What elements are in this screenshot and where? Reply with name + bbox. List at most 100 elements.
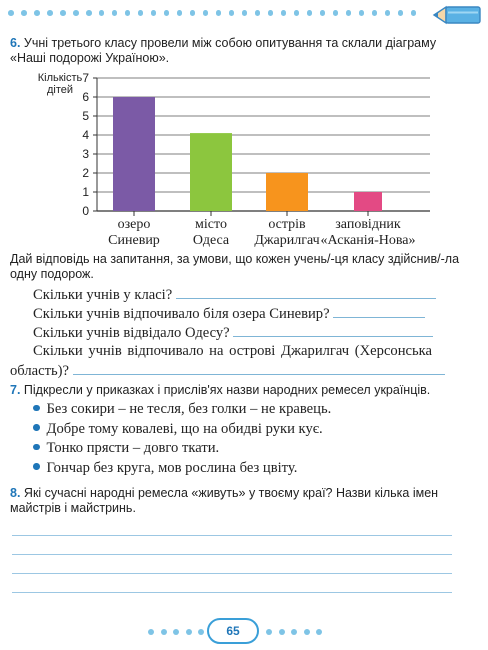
decor-dot xyxy=(202,10,209,16)
decor-dot xyxy=(189,10,196,16)
question-3-text: Скільки учнів відвідало Одесу? xyxy=(33,325,230,341)
decor-dot xyxy=(185,629,192,635)
task-7-text: Підкресли у приказках і прислів'ях назви… xyxy=(23,383,431,397)
question-4-continued: область)? xyxy=(10,362,445,380)
decor-dot xyxy=(303,629,310,635)
answer-blank-1[interactable] xyxy=(175,286,436,299)
decor-dot xyxy=(358,10,365,16)
writing-line[interactable] xyxy=(12,554,452,555)
decor-dot xyxy=(33,10,40,16)
decor-dot xyxy=(332,10,339,16)
page-number: 65 xyxy=(207,618,259,644)
bullet-icon xyxy=(33,443,40,450)
proverb-text: Без сокири – не тесля, без голки – не кр… xyxy=(46,401,332,417)
decor-dot xyxy=(345,10,352,16)
y-tick-label: 0 xyxy=(82,204,89,218)
task-6-instruction: Дай відповідь на запитання, за умови, що… xyxy=(10,252,480,282)
task-6-text-line1: Учні третього класу провели між собою оп… xyxy=(23,36,437,50)
decor-dot xyxy=(137,10,144,16)
pencil-icon xyxy=(432,5,481,25)
x-category-label-line2: Джарилгач xyxy=(254,233,319,248)
question-1: Скільки учнів у класі? xyxy=(33,286,436,304)
page-number-text: 65 xyxy=(226,624,240,638)
x-category-label-line1: острів xyxy=(268,217,306,232)
x-category-label-line1: озеро xyxy=(118,217,151,232)
decor-dot xyxy=(163,10,170,16)
task-number: 8. xyxy=(10,486,21,500)
question-3: Скільки учнів відвідало Одесу? xyxy=(33,324,434,342)
decor-dot xyxy=(148,629,154,635)
bullet-icon xyxy=(33,463,40,470)
decor-dot xyxy=(371,10,378,16)
decor-dot xyxy=(267,10,274,16)
task-8-text-line1: Які сучасні народні ремесла «живуть» у т… xyxy=(23,486,439,500)
writing-line[interactable] xyxy=(12,535,452,536)
proverb-text: Добре тому ковалеві, що на обидві руки к… xyxy=(46,420,323,437)
decor-dot xyxy=(85,10,92,16)
writing-line[interactable] xyxy=(12,573,452,574)
decor-dot xyxy=(20,10,27,16)
x-category-label-line1: заповідник xyxy=(335,217,401,232)
bar-chart: Кількість дітей 0 1 2 3 4 5 6 7 озеро Синевир міс… xyxy=(0,65,488,255)
proverb-item[interactable]: Добре тому ковалеві, що на обидві руки к… xyxy=(33,421,331,441)
decor-dot xyxy=(241,10,248,16)
task-6-prompt: 6. Учні третього класу провели між собою… xyxy=(10,36,480,66)
bar xyxy=(190,133,232,211)
bar xyxy=(266,173,308,211)
decor-dot xyxy=(160,629,167,635)
proverb-item[interactable]: Без сокири – не тесля, без голки – не кр… xyxy=(33,401,331,421)
decor-dot xyxy=(291,629,297,635)
x-category-label-line2: Одеса xyxy=(193,233,230,248)
bottom-dots-right xyxy=(266,629,322,635)
decor-dot xyxy=(59,10,66,16)
answer-blank-2[interactable] xyxy=(333,305,426,318)
bullet-icon xyxy=(33,404,40,411)
instruction-line1: Дай відповідь на запитання, за умови, що… xyxy=(10,252,460,266)
decor-dot xyxy=(150,10,157,16)
task-number: 6. xyxy=(10,36,21,50)
decor-dot xyxy=(8,10,14,16)
decor-dot xyxy=(72,10,79,16)
y-tick-label: 3 xyxy=(82,147,89,161)
proverb-list: Без сокири – не тесля, без голки – не кр… xyxy=(33,401,331,479)
decor-dot xyxy=(228,10,235,16)
y-axis-label-line1: Кількість xyxy=(38,72,83,84)
decor-dot xyxy=(316,629,322,635)
task-8-text-line2: майстрів і майстринь. xyxy=(10,501,136,515)
decor-dot xyxy=(215,10,222,16)
decor-dot xyxy=(293,10,300,16)
proverb-item[interactable]: Тонко прясти – довго ткати. xyxy=(33,440,331,460)
x-category-label-line1: місто xyxy=(195,217,227,232)
y-axis-label-line2: дітей xyxy=(47,84,73,96)
instruction-line2: одну подорож. xyxy=(10,267,94,281)
y-tick-label: 1 xyxy=(82,185,89,199)
decor-dot xyxy=(306,10,313,16)
task-number: 7. xyxy=(10,383,21,397)
proverb-text: Тонко прясти – довго ткати. xyxy=(46,440,220,456)
decor-dot xyxy=(319,10,326,16)
task-8-prompt: 8. Які сучасні народні ремесла «живуть» … xyxy=(10,486,480,516)
decor-dot xyxy=(173,629,179,635)
decor-dot xyxy=(111,10,118,16)
question-1-text: Скільки учнів у класі? xyxy=(33,287,173,303)
question-4-text: Скільки учнів відпочивало на острові Джа… xyxy=(33,343,433,359)
top-dot-row xyxy=(8,10,417,16)
decor-dot xyxy=(124,10,131,16)
answer-blank-3[interactable] xyxy=(233,324,434,337)
decor-dot xyxy=(198,629,204,635)
question-2-text: Скільки учнів відпочивало біля озера Син… xyxy=(33,306,330,322)
decor-dot xyxy=(46,10,53,16)
task-6-text-line2: «Наші подорожі Україною». xyxy=(10,51,170,65)
bar xyxy=(113,97,155,211)
proverb-item[interactable]: Гончар без круга, мов рослина без цвіту. xyxy=(33,460,331,480)
bar xyxy=(354,192,382,211)
y-tick-label: 7 xyxy=(82,71,89,85)
bottom-dots-left xyxy=(148,629,204,635)
decor-dot xyxy=(397,10,404,16)
decor-dot xyxy=(98,10,105,16)
answer-blank-4[interactable] xyxy=(72,362,445,375)
question-4: Скільки учнів відпочивало на острові Джа… xyxy=(33,343,453,360)
x-category-label-line2: «Асканія-Нова» xyxy=(320,233,415,248)
writing-line[interactable] xyxy=(12,592,452,593)
